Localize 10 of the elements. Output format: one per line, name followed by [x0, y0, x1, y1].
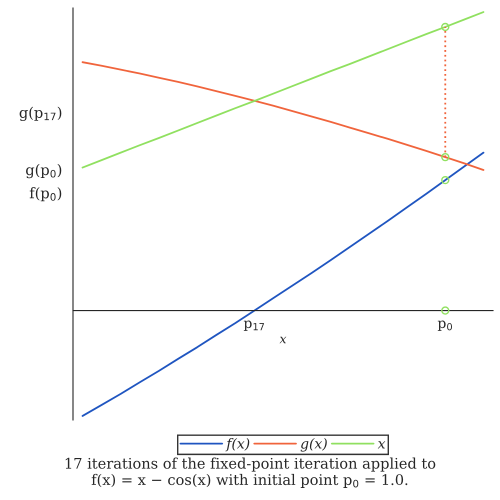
x-tick-label: p$_{17}$ — [244, 320, 264, 331]
text: g(p$_{17}$) — [20, 106, 62, 121]
text: f(p$_{0}$) — [30, 187, 62, 202]
text: g(p$_{0}$) — [26, 164, 62, 178]
legend-label: g(x) — [300, 438, 327, 452]
legend-label: x — [378, 441, 386, 449]
text: 17 iterations of the fixed-point iteration applied to f(x) = x − cos(x) with initial point p$_{0}$ = 1.0. — [66, 458, 436, 488]
legend-label: f(x) — [225, 438, 250, 452]
x-axis-title: x — [280, 336, 286, 344]
x-tick-label: p$_{0}$ — [438, 320, 452, 331]
